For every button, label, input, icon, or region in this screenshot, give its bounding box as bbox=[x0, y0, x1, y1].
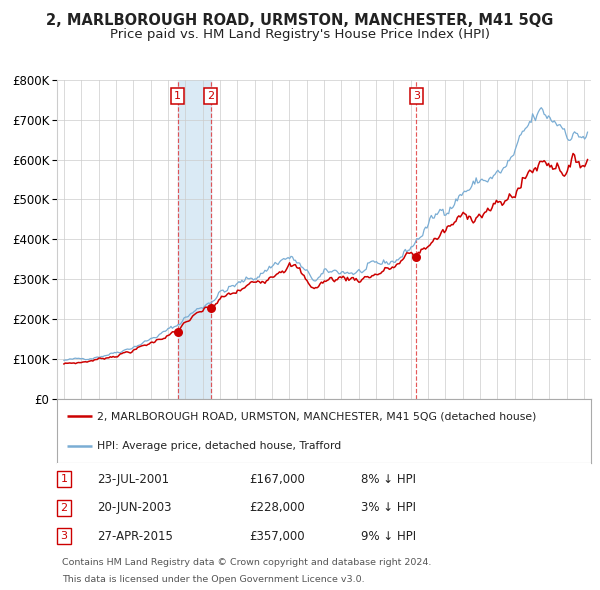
Text: 3% ↓ HPI: 3% ↓ HPI bbox=[361, 501, 416, 514]
Text: 2, MARLBOROUGH ROAD, URMSTON, MANCHESTER, M41 5QG (detached house): 2, MARLBOROUGH ROAD, URMSTON, MANCHESTER… bbox=[97, 411, 536, 421]
Text: 23-JUL-2001: 23-JUL-2001 bbox=[97, 473, 169, 486]
Text: 9% ↓ HPI: 9% ↓ HPI bbox=[361, 530, 416, 543]
Text: 1: 1 bbox=[174, 91, 181, 101]
Text: 27-APR-2015: 27-APR-2015 bbox=[97, 530, 173, 543]
Text: £228,000: £228,000 bbox=[249, 501, 305, 514]
Bar bbox=[178, 80, 211, 399]
Text: This data is licensed under the Open Government Licence v3.0.: This data is licensed under the Open Gov… bbox=[62, 575, 365, 585]
Text: 2: 2 bbox=[207, 91, 214, 101]
Text: 1: 1 bbox=[61, 474, 67, 484]
Text: 2, MARLBOROUGH ROAD, URMSTON, MANCHESTER, M41 5QG: 2, MARLBOROUGH ROAD, URMSTON, MANCHESTER… bbox=[46, 13, 554, 28]
Text: £357,000: £357,000 bbox=[249, 530, 305, 543]
Text: 20-JUN-2003: 20-JUN-2003 bbox=[97, 501, 172, 514]
Text: Contains HM Land Registry data © Crown copyright and database right 2024.: Contains HM Land Registry data © Crown c… bbox=[62, 558, 432, 567]
Text: 8% ↓ HPI: 8% ↓ HPI bbox=[361, 473, 416, 486]
Text: 2: 2 bbox=[61, 503, 68, 513]
Text: 3: 3 bbox=[61, 532, 67, 541]
Text: £167,000: £167,000 bbox=[249, 473, 305, 486]
Text: HPI: Average price, detached house, Trafford: HPI: Average price, detached house, Traf… bbox=[97, 441, 341, 451]
Text: Price paid vs. HM Land Registry's House Price Index (HPI): Price paid vs. HM Land Registry's House … bbox=[110, 28, 490, 41]
Text: 3: 3 bbox=[413, 91, 420, 101]
